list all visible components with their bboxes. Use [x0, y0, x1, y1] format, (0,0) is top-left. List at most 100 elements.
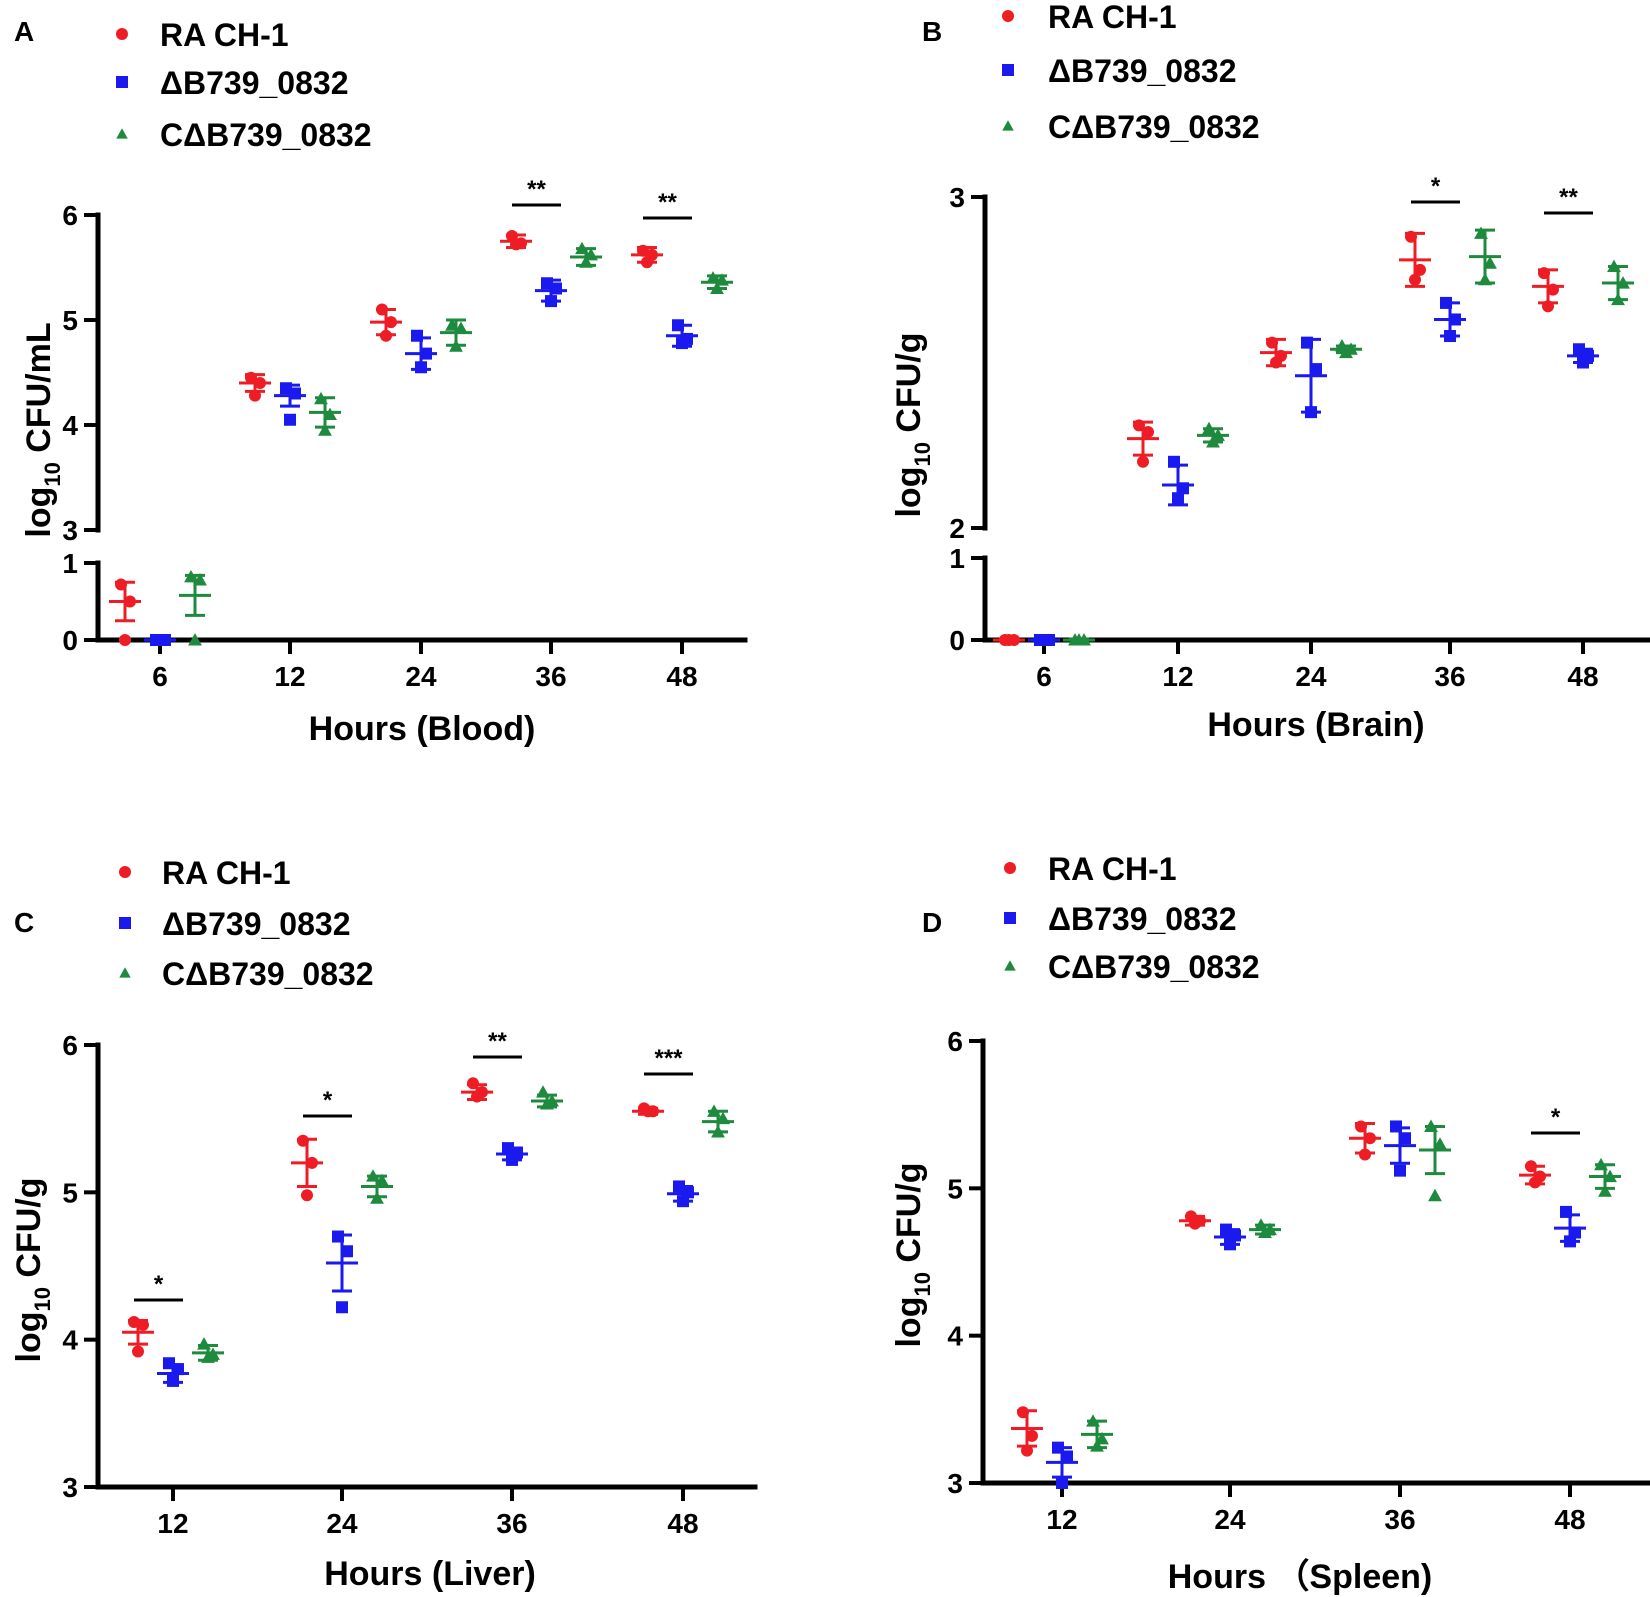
data-point — [506, 1153, 518, 1166]
legend-d: RA CH-1 ΔB739_0832 CΔB739_0832 — [1004, 851, 1260, 985]
x-tick-label: 24 — [1214, 1504, 1246, 1535]
x-tick-label: 12 — [1046, 1504, 1077, 1535]
data-point — [1440, 296, 1452, 309]
data-point — [341, 1245, 353, 1258]
legend-marker-triangle — [116, 128, 128, 139]
y-tick-label: 3 — [947, 1468, 963, 1499]
data-point — [545, 295, 557, 308]
x-tick-label: 6 — [1036, 661, 1052, 692]
data-point — [550, 282, 562, 295]
data-point — [1405, 230, 1417, 243]
x-tick-label: 36 — [1384, 1504, 1415, 1535]
significance-label: * — [1431, 173, 1441, 200]
data-point — [124, 595, 136, 608]
x-tick-label: 36 — [535, 661, 566, 692]
significance-label: * — [154, 1271, 164, 1298]
data-point — [366, 1169, 380, 1182]
data-point — [1611, 292, 1625, 306]
data-point — [1474, 226, 1488, 239]
data-point — [1003, 634, 1015, 646]
y-axis-label-b: log10 CFU/g — [890, 332, 935, 517]
x-axis-label-a: Hours (Blood) — [309, 710, 536, 748]
x-tick-label: 36 — [496, 1508, 527, 1539]
data-point — [1616, 276, 1630, 289]
legend-label: RA CH-1 — [162, 855, 291, 891]
data-point — [1428, 1188, 1442, 1202]
data-point — [1038, 634, 1050, 646]
data-point — [284, 413, 296, 426]
data-point — [1086, 1414, 1100, 1427]
data-point — [715, 273, 729, 286]
x-tick-label: 12 — [1162, 661, 1193, 692]
data-point — [376, 303, 388, 316]
data-point — [370, 1191, 384, 1204]
y-tick-label: 3 — [62, 1472, 78, 1503]
legend-b: RA CH-1 ΔB739_0832 CΔB739_0832 — [1002, 0, 1260, 145]
data-point — [1603, 1169, 1617, 1183]
data-point — [454, 321, 468, 334]
y-tick-label: 5 — [62, 1177, 78, 1208]
axes-c: 3 4 5 6 12 24 36 48 — [62, 1030, 758, 1539]
data-marks-b: * ** — [993, 173, 1634, 646]
data-point — [318, 423, 332, 436]
data-point — [1424, 1119, 1438, 1132]
data-point — [289, 387, 301, 400]
data-point — [1414, 263, 1426, 276]
legend-marker-triangle — [1004, 960, 1016, 971]
data-point — [1021, 1444, 1033, 1457]
data-point — [706, 271, 720, 284]
data-point — [584, 248, 598, 261]
data-point — [471, 1090, 483, 1103]
data-point — [1478, 272, 1492, 286]
data-point — [1095, 1431, 1109, 1445]
y-axis-title-unit: CFU/g — [890, 1162, 928, 1272]
legend-marker-triangle — [119, 967, 131, 978]
data-point — [201, 1350, 215, 1363]
data-point — [1399, 1132, 1411, 1145]
legend-a: RA CH-1 ΔB739_0832 CΔB739_0832 — [116, 17, 372, 153]
data-point — [1444, 330, 1456, 343]
x-tick-label: 6 — [152, 661, 168, 692]
legend-label: RA CH-1 — [1048, 0, 1177, 35]
x-tick-label: 12 — [157, 1508, 188, 1539]
y-tick-label: 4 — [62, 410, 78, 441]
significance-label: * — [323, 1087, 333, 1114]
y-axis-title-unit: CFU/g — [10, 1177, 48, 1287]
data-point — [1137, 455, 1149, 468]
legend-marker-square — [119, 917, 131, 929]
data-point — [1409, 273, 1421, 286]
legend-label: RA CH-1 — [1048, 851, 1177, 887]
data-point — [1547, 283, 1559, 296]
legend-marker-circle — [116, 28, 128, 40]
y-tick-label: 6 — [62, 200, 78, 231]
data-point — [415, 361, 427, 374]
data-point — [1433, 1137, 1447, 1150]
data-point — [449, 339, 463, 352]
legend-label: ΔB739_0832 — [162, 906, 350, 942]
data-point — [1607, 259, 1621, 273]
panel-d: D RA CH-1 ΔB739_0832 CΔB739_0832 log10 CFU… — [890, 851, 1650, 1596]
legend-marker-circle — [1002, 10, 1014, 22]
legend-c: RA CH-1 ΔB739_0832 CΔB739_0832 — [119, 855, 374, 992]
data-point — [1355, 1120, 1367, 1133]
data-point — [167, 1374, 179, 1387]
significance-label: ** — [527, 176, 546, 203]
axes-d: 3 4 5 6 12 24 36 48 — [947, 1026, 1650, 1535]
legend-marker-square — [1002, 64, 1014, 76]
data-point — [1189, 1217, 1201, 1230]
y-tick-label: 0 — [62, 625, 78, 656]
data-point — [1301, 336, 1313, 349]
data-point — [1305, 406, 1317, 419]
y-axis-title-subscript: 10 — [910, 1272, 935, 1296]
legend-label: ΔB739_0832 — [1048, 53, 1236, 89]
x-tick-label: 48 — [1554, 1504, 1585, 1535]
y-axis-title: log10 CFU/g — [10, 1177, 55, 1362]
data-point — [1449, 313, 1461, 326]
data-point — [332, 1230, 344, 1243]
data-point — [1529, 1176, 1541, 1189]
data-point — [314, 391, 328, 405]
data-point — [1542, 300, 1554, 313]
panel-letter-c: C — [14, 907, 34, 938]
